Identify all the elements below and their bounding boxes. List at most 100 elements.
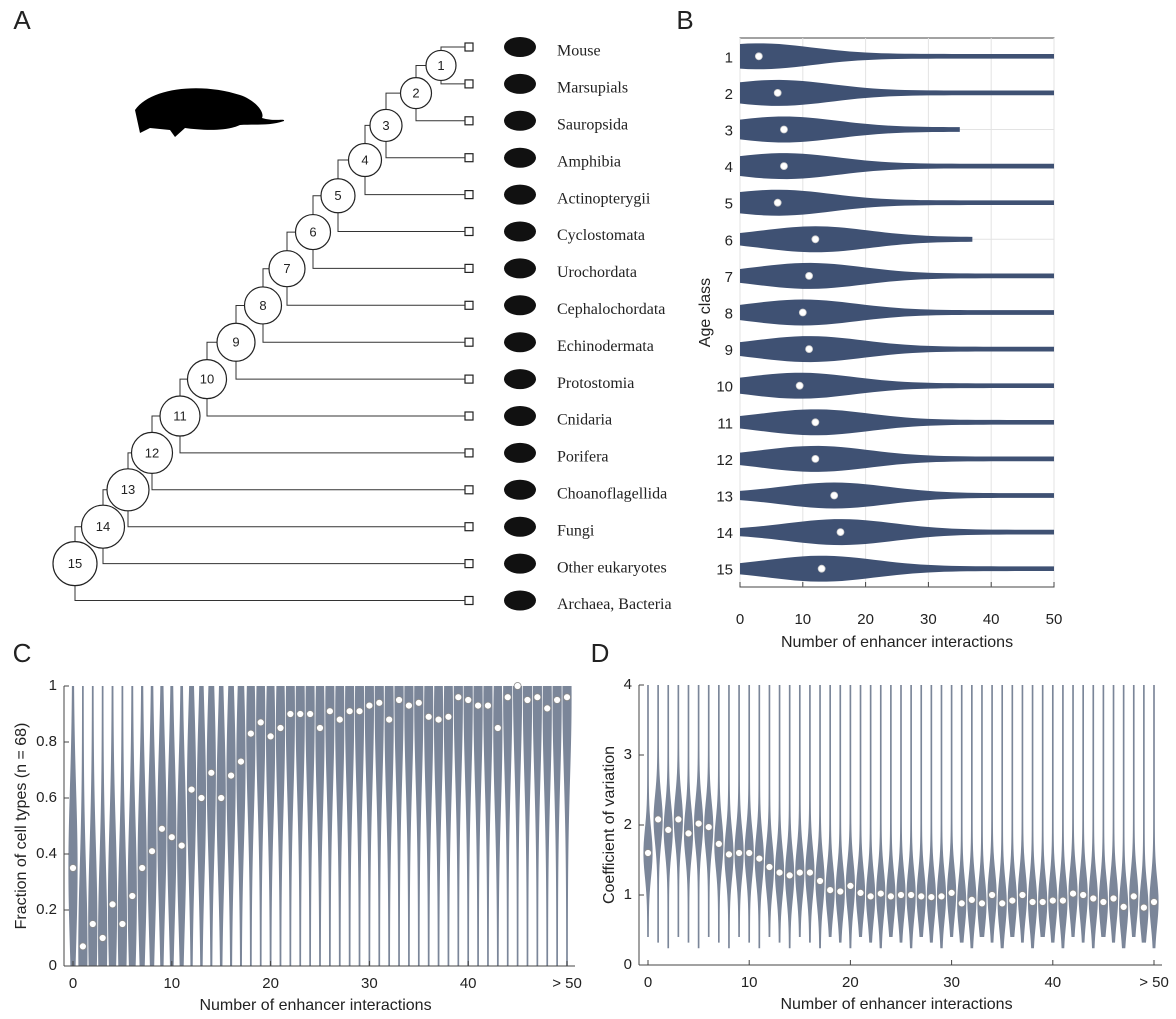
- violin: [187, 686, 196, 966]
- node-label: 6: [309, 225, 316, 240]
- median-dot: [475, 702, 482, 709]
- violin: [108, 686, 117, 966]
- median-dot: [534, 694, 541, 701]
- violin: [740, 263, 1054, 289]
- median-dot: [504, 694, 511, 701]
- median-dot: [968, 896, 975, 903]
- median-dot: [326, 708, 333, 715]
- violin: [740, 519, 1054, 545]
- x-tick-label: 30: [361, 975, 378, 992]
- x-tick-label: 40: [1044, 974, 1061, 991]
- median-dot: [1059, 897, 1066, 904]
- median-dot: [198, 795, 205, 802]
- violin: [434, 686, 443, 966]
- median-dot: [755, 53, 762, 60]
- median-dot: [1110, 895, 1117, 902]
- violin: [988, 685, 997, 943]
- median-dot: [948, 889, 955, 896]
- x-tick-label: 20: [262, 975, 279, 992]
- median-dot: [208, 769, 215, 776]
- violin: [306, 686, 315, 966]
- violin: [296, 686, 305, 966]
- violin: [523, 686, 532, 966]
- median-dot: [386, 716, 393, 723]
- median-dot: [524, 697, 531, 704]
- taxon-label: Fungi: [557, 522, 595, 539]
- violin: [562, 686, 571, 966]
- violin: [424, 686, 433, 966]
- leaf-square: [465, 117, 473, 125]
- taxon-icon: [504, 591, 536, 611]
- violin: [375, 686, 384, 966]
- violin: [513, 686, 522, 966]
- leaf-square: [465, 523, 473, 531]
- figure: ABCDMouseMarsupialsSauropsidaAmphibiaAct…: [0, 0, 1176, 1019]
- y-tick-label: 0.8: [36, 733, 57, 750]
- taxon-label: Choanoflagellida: [557, 485, 667, 502]
- y-tick-label: 1: [725, 49, 733, 66]
- violin: [805, 685, 814, 943]
- panel-label: D: [591, 638, 610, 668]
- violin: [473, 686, 482, 966]
- median-dot: [817, 878, 824, 885]
- violin: [286, 686, 295, 966]
- median-dot: [774, 199, 781, 206]
- violin: [740, 43, 1054, 69]
- taxon-label: Urochordata: [557, 264, 637, 281]
- leaf-square: [465, 338, 473, 346]
- x-tick-label: 40: [983, 611, 1000, 628]
- taxon-icon: [504, 111, 536, 131]
- median-dot: [705, 824, 712, 831]
- violin: [1089, 685, 1098, 948]
- violin: [740, 300, 1054, 326]
- median-dot: [168, 834, 175, 841]
- x-tick-label: 0: [736, 611, 744, 628]
- median-dot: [445, 713, 452, 720]
- y-tick-label: 4: [725, 159, 733, 176]
- violin: [197, 686, 206, 966]
- y-tick-label: 0: [49, 957, 57, 974]
- median-dot: [109, 901, 116, 908]
- median-dot: [685, 830, 692, 837]
- node-label: 13: [121, 482, 135, 497]
- median-dot: [715, 840, 722, 847]
- taxon-label: Cyclostomata: [557, 227, 645, 244]
- leaf-square: [465, 412, 473, 420]
- y-tick-label: 3: [624, 746, 632, 763]
- y-tick-label: 11: [717, 415, 733, 432]
- violin: [734, 685, 743, 937]
- median-dot: [356, 708, 363, 715]
- violin: [1109, 685, 1118, 943]
- y-tick-label: 2: [624, 816, 632, 833]
- node-label: 8: [259, 298, 266, 313]
- median-dot: [247, 730, 254, 737]
- violin: [1079, 685, 1088, 943]
- leaf-square: [465, 560, 473, 568]
- violin: [740, 483, 1054, 509]
- node-label: 4: [361, 152, 368, 167]
- violin: [236, 686, 245, 966]
- y-tick-label: 0.4: [36, 845, 57, 862]
- violin: [464, 686, 473, 966]
- violin: [765, 685, 774, 937]
- median-dot: [465, 697, 472, 704]
- median-dot: [786, 872, 793, 879]
- violin: [896, 685, 905, 943]
- median-dot: [877, 890, 884, 897]
- median-dot: [746, 850, 753, 857]
- median-dot: [494, 725, 501, 732]
- median-dot: [1090, 895, 1097, 902]
- median-dot: [675, 816, 682, 823]
- y-tick-label: 2: [725, 86, 733, 103]
- x-tick-label: 20: [857, 611, 874, 628]
- violin: [947, 685, 956, 937]
- median-dot: [119, 921, 126, 928]
- leaf-square: [465, 80, 473, 88]
- violin: [846, 685, 855, 948]
- violin: [740, 80, 1054, 106]
- violin: [246, 686, 255, 966]
- x-tick-label: > 50: [1139, 974, 1169, 991]
- taxon-icon: [504, 258, 536, 278]
- violin: [147, 686, 156, 966]
- median-dot: [837, 529, 844, 536]
